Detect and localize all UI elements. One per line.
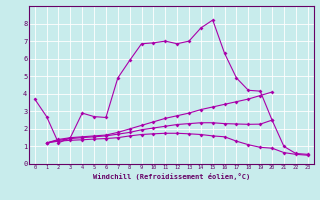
X-axis label: Windchill (Refroidissement éolien,°C): Windchill (Refroidissement éolien,°C) — [92, 173, 250, 180]
